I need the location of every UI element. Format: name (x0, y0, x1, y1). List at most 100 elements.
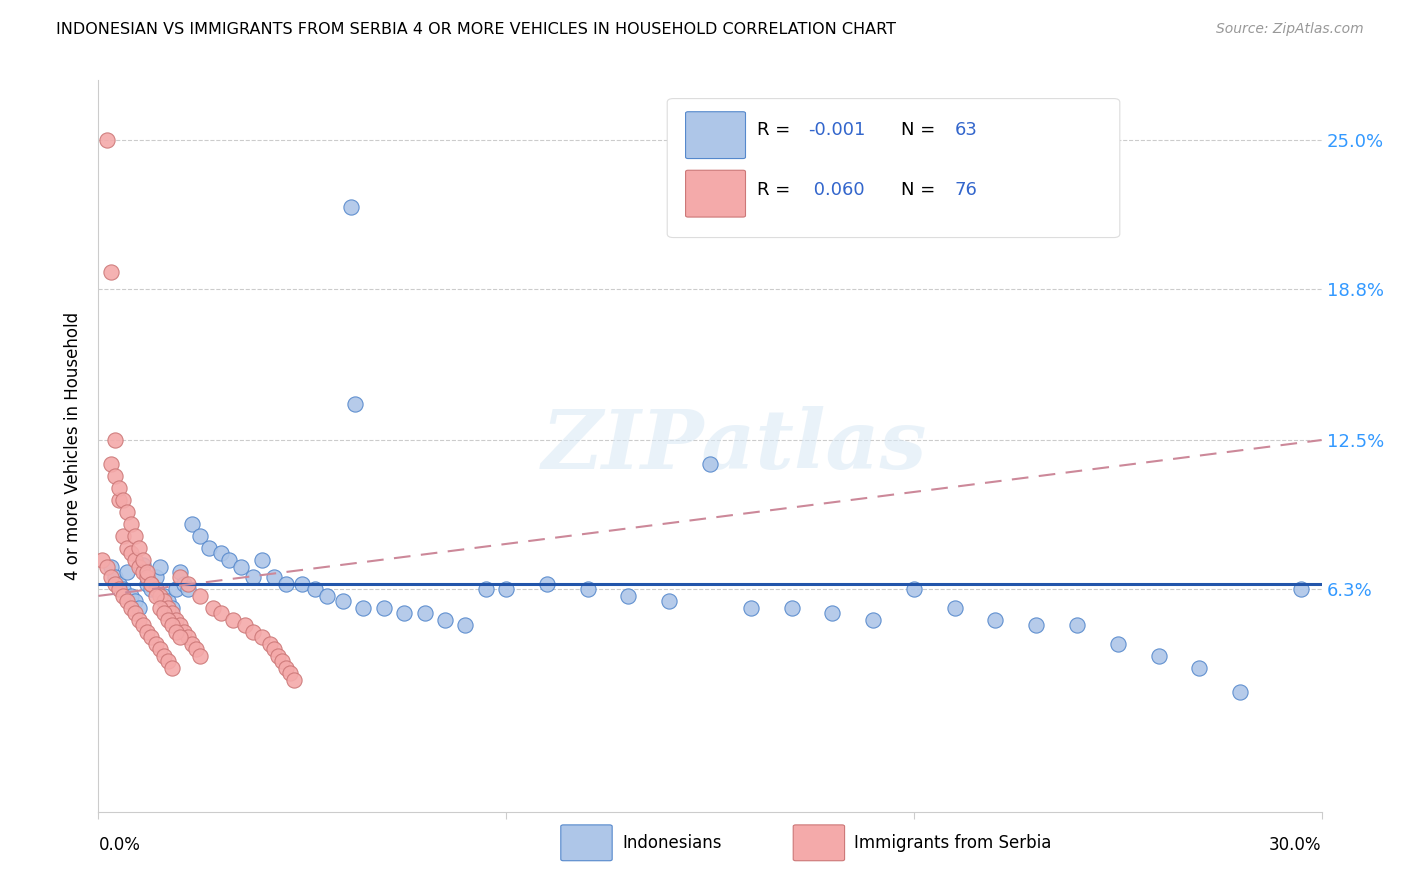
Point (201, 600, 224, 615)
Point (340, 200, 363, 214)
Point (156, 613, 179, 627)
Point (413, 606, 436, 620)
Text: R =: R = (756, 181, 796, 199)
Text: Source: ZipAtlas.com: Source: ZipAtlas.com (1216, 22, 1364, 37)
Point (862, 613, 884, 627)
Point (392, 606, 416, 620)
Point (136, 570, 159, 584)
Point (124, 606, 146, 620)
Point (120, 600, 142, 615)
Point (152, 589, 174, 603)
Point (100, 265, 122, 279)
Point (145, 582, 167, 596)
Point (250, 630, 273, 644)
Point (145, 570, 167, 584)
Point (233, 617, 256, 632)
Point (903, 582, 925, 596)
Point (145, 637, 167, 651)
Point (169, 565, 191, 579)
Point (136, 565, 159, 579)
Point (274, 577, 297, 591)
Point (124, 553, 146, 567)
Point (943, 600, 966, 615)
Point (373, 600, 395, 615)
Point (1107, 637, 1129, 651)
Point (352, 600, 374, 615)
Point (169, 570, 191, 584)
Text: R =: R = (756, 121, 796, 139)
Point (149, 600, 172, 615)
Point (780, 600, 803, 615)
Point (160, 606, 183, 620)
Point (304, 582, 326, 596)
Point (104, 577, 127, 591)
Point (111, 589, 134, 603)
Point (115, 541, 138, 555)
Point (1229, 685, 1251, 699)
Point (165, 582, 187, 596)
Point (128, 541, 150, 555)
Point (108, 577, 131, 591)
Text: 0.0%: 0.0% (98, 836, 141, 854)
Point (132, 565, 155, 579)
Point (111, 529, 134, 543)
Text: 30.0%: 30.0% (1270, 836, 1322, 854)
Point (160, 661, 183, 675)
Text: 63: 63 (955, 121, 977, 139)
Text: ZIPatlas: ZIPatlas (541, 406, 927, 486)
Point (278, 665, 301, 680)
Point (984, 613, 1007, 627)
Point (108, 481, 131, 495)
Y-axis label: 4 or more Vehicles in Household: 4 or more Vehicles in Household (65, 312, 83, 580)
Point (177, 582, 200, 596)
Point (1025, 617, 1047, 632)
Point (152, 648, 174, 663)
Text: N =: N = (901, 121, 941, 139)
Point (1188, 661, 1211, 675)
Point (209, 606, 232, 620)
Point (169, 630, 191, 644)
Point (536, 577, 558, 591)
Point (173, 624, 195, 639)
Point (111, 492, 134, 507)
Point (149, 589, 172, 603)
Point (115, 593, 138, 607)
Point (104, 570, 127, 584)
FancyBboxPatch shape (686, 170, 745, 217)
Point (263, 641, 285, 656)
Point (156, 654, 179, 668)
Point (145, 589, 167, 603)
Text: N =: N = (901, 181, 941, 199)
Text: INDONESIAN VS IMMIGRANTS FROM SERBIA 4 OR MORE VEHICLES IN HOUSEHOLD CORRELATION: INDONESIAN VS IMMIGRANTS FROM SERBIA 4 O… (56, 22, 896, 37)
Point (188, 589, 212, 603)
Point (120, 516, 142, 531)
Point (259, 637, 281, 651)
Point (160, 617, 183, 632)
Point (218, 553, 240, 567)
Point (242, 624, 264, 639)
FancyBboxPatch shape (561, 825, 612, 861)
Point (165, 624, 187, 639)
Point (315, 589, 337, 603)
Point (120, 589, 142, 603)
Point (120, 546, 142, 560)
Point (173, 577, 195, 591)
Point (332, 593, 354, 607)
Point (1066, 617, 1088, 632)
Point (283, 673, 305, 687)
Point (111, 582, 134, 596)
Point (267, 648, 290, 663)
FancyBboxPatch shape (668, 99, 1119, 237)
Point (152, 606, 174, 620)
Point (149, 560, 172, 574)
Point (128, 560, 150, 574)
Point (1291, 582, 1313, 596)
Point (454, 617, 477, 632)
FancyBboxPatch shape (793, 825, 845, 861)
Point (474, 582, 498, 596)
Point (108, 492, 131, 507)
Point (91, 553, 114, 567)
Text: 0.060: 0.060 (808, 181, 865, 199)
Point (250, 553, 273, 567)
Text: 76: 76 (955, 181, 977, 199)
